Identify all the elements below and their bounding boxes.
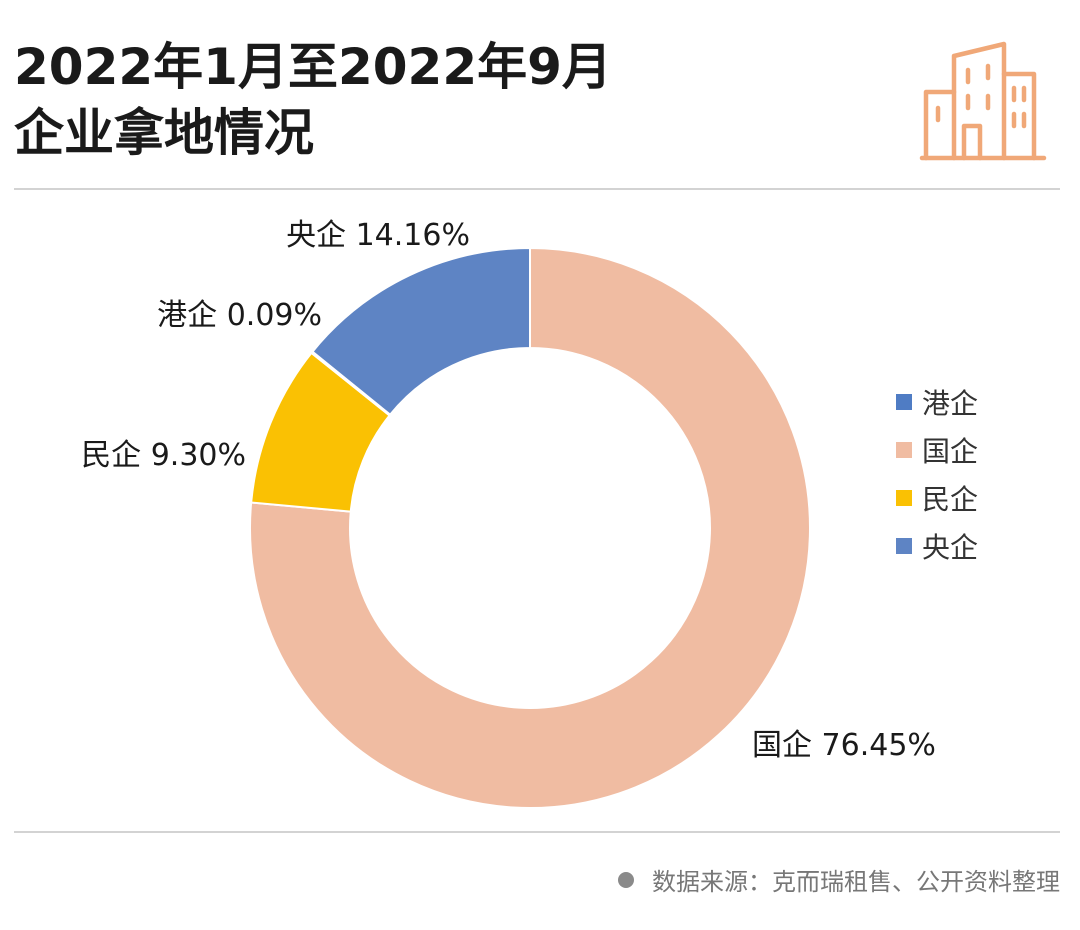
footer-divider (14, 831, 1060, 833)
slice-央企 (311, 246, 531, 417)
data-label-央企: 央企 14.16% (286, 218, 470, 253)
page-title: 2022年1月至2022年9月 企业拿地情况 (14, 34, 612, 166)
legend-swatch-国企 (896, 442, 912, 458)
data-source: 数据来源：克而瑞租售、公开资料整理 (618, 862, 1060, 897)
legend-label-央企: 央企 (922, 531, 978, 564)
legend-swatch-港企 (896, 394, 912, 410)
title-line-1: 2022年1月至2022年9月 (14, 38, 612, 96)
data-label-国企: 国企 76.45% (752, 728, 936, 763)
data-label-港企: 港企 0.09% (157, 298, 322, 333)
donut-slices (249, 246, 811, 809)
data-label-民企: 民企 9.30% (81, 438, 246, 473)
header-divider (14, 188, 1060, 190)
building-icon (919, 41, 1047, 161)
legend-label-国企: 国企 (922, 435, 978, 468)
slice-国企 (249, 246, 811, 809)
legend-label-港企: 港企 (922, 387, 978, 420)
title-line-2: 企业拿地情况 (14, 104, 314, 162)
slice-labels: 国企 76.45% 民企 9.30% 港企 0.09% 央企 14.16% (81, 218, 936, 763)
legend-label-民企: 民企 (922, 483, 978, 516)
legend-swatch-央企 (896, 538, 912, 554)
legend-swatch-民企 (896, 490, 912, 506)
bullet-icon (618, 871, 634, 888)
source-text: 数据来源：克而瑞租售、公开资料整理 (652, 868, 1060, 896)
